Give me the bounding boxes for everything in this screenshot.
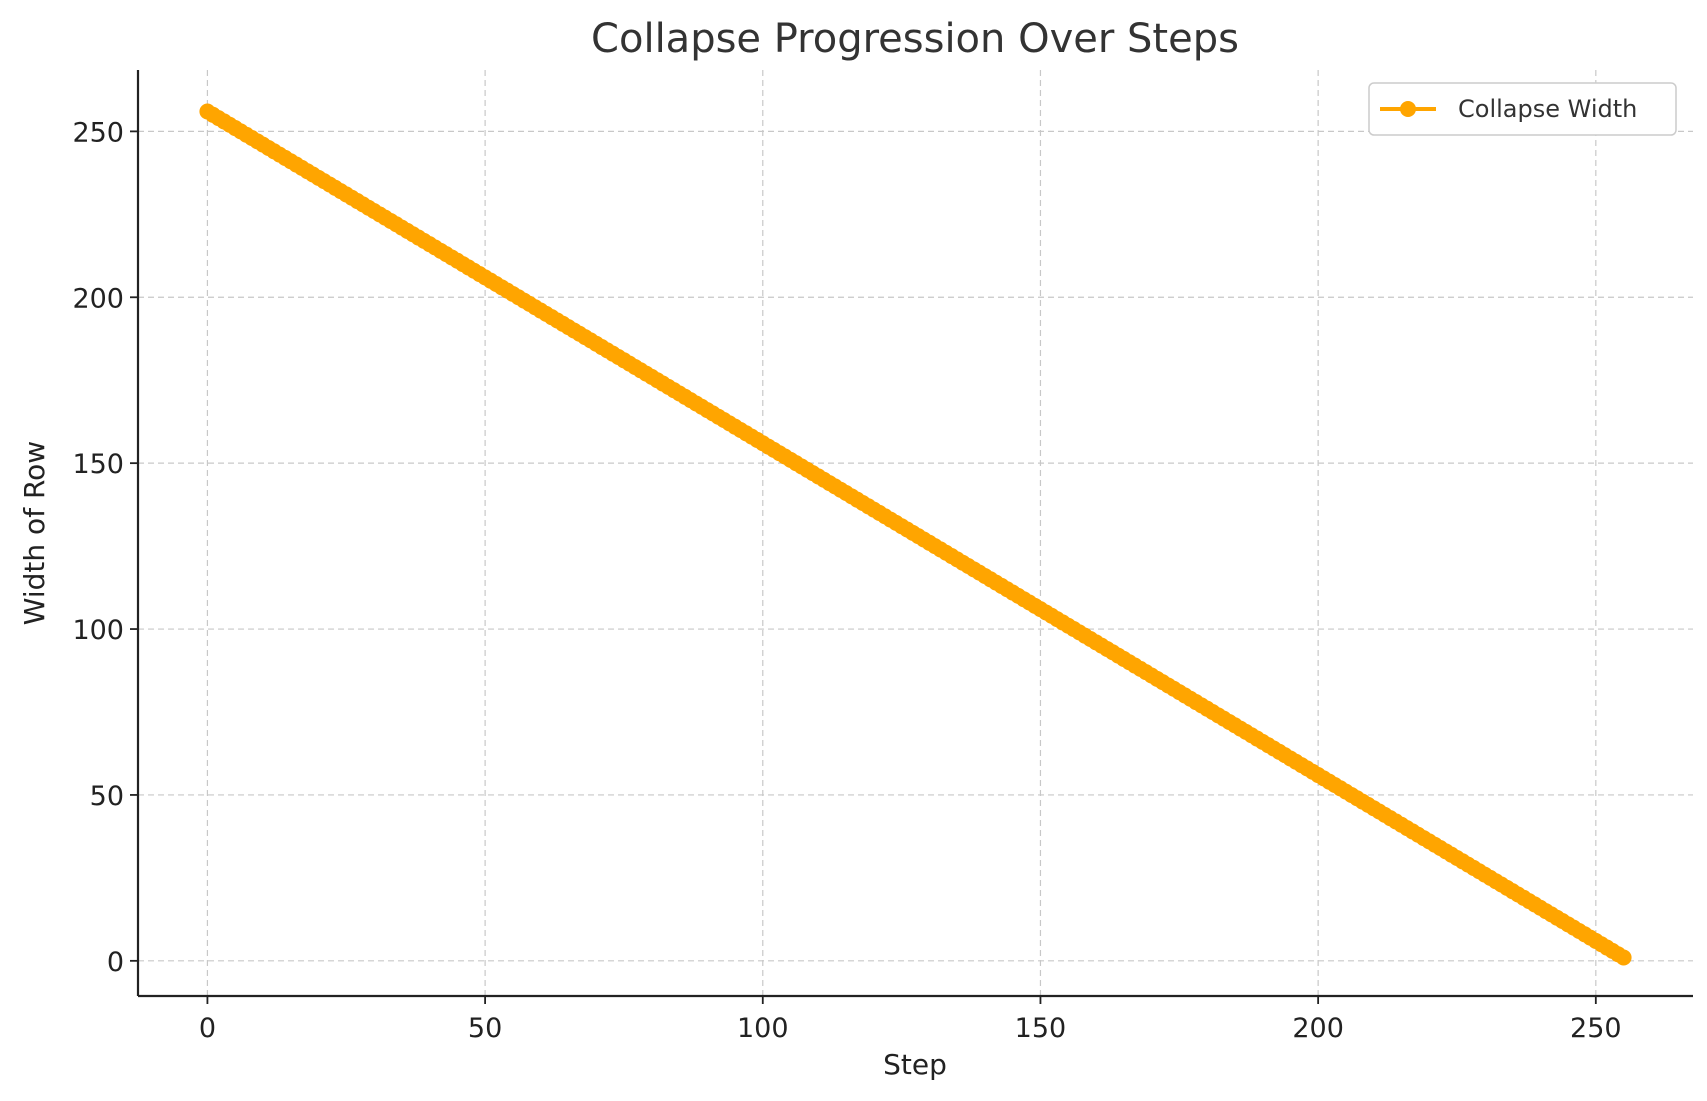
x-ticks: 0 50 100 150 200 250 — [199, 996, 1622, 1044]
chart-title: Collapse Progression Over Steps — [591, 16, 1239, 62]
y-tick-label: 50 — [90, 781, 124, 812]
y-tick-label: 0 — [107, 947, 124, 978]
axes — [136, 70, 1693, 998]
y-tick-label: 150 — [72, 449, 124, 480]
x-tick-label: 0 — [199, 1013, 216, 1044]
legend-label: Collapse Width — [1458, 95, 1637, 123]
series-collapse-width — [199, 103, 1632, 966]
x-axis-label: Step — [883, 1048, 947, 1081]
legend: Collapse Width — [1368, 82, 1677, 136]
y-axis-label: Width of Row — [18, 441, 51, 625]
y-ticks: 0 50 100 150 200 250 — [72, 117, 138, 978]
x-tick-label: 50 — [468, 1013, 502, 1044]
y-tick-label: 250 — [72, 117, 124, 148]
data-point — [1615, 949, 1632, 966]
y-tick-label: 200 — [72, 283, 124, 314]
legend-marker-swatch — [1400, 101, 1416, 117]
x-tick-label: 200 — [1292, 1013, 1344, 1044]
legend-box — [1368, 82, 1677, 136]
x-tick-label: 100 — [737, 1013, 789, 1044]
x-tick-label: 150 — [1015, 1013, 1067, 1044]
x-tick-label: 250 — [1570, 1013, 1622, 1044]
y-tick-label: 100 — [72, 615, 124, 646]
